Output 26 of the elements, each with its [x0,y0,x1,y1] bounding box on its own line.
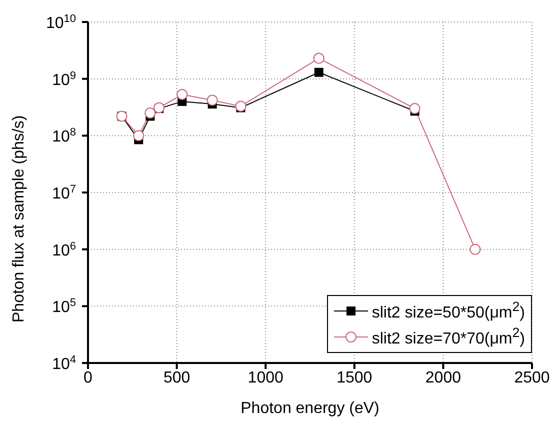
y-tick-label: 10$^{4}$ [52,354,76,373]
point [176,89,188,100]
point [235,100,246,112]
x-axis-title: Photon energy (eV) [240,400,380,417]
y-tick-label: 10$^{9}$ [52,70,76,89]
x-tick-label: 500 [163,369,190,386]
y-tick-label: 10$^{5}$ [52,297,76,316]
x-tick-label: 1500 [336,369,372,386]
point [314,68,324,77]
point [409,103,420,114]
y-tick-label: 10$^{7}$ [52,184,76,202]
legend-label: slit2 size=50*50(μm$^{2}$) [372,299,525,323]
y-tick-label: 10$^{10}$ [46,13,76,32]
x-tick-label: 2500 [514,369,550,386]
y-tick-label: 10$^{8}$ [52,126,76,146]
point [206,94,218,106]
legend-label: slit2 size=70*70(μm$^{2}$) [372,325,525,349]
y-tick-label: 10$^{6}$ [52,240,76,260]
point [133,130,144,142]
x-tick-label: 2000 [425,369,462,386]
point [144,108,156,119]
point [470,244,481,255]
x-tick-label: 0 [84,369,93,386]
x-tick-label: 1000 [248,369,284,386]
point [313,52,324,64]
y-axis-title: Photon flux at sample (phs/s) [10,115,28,322]
